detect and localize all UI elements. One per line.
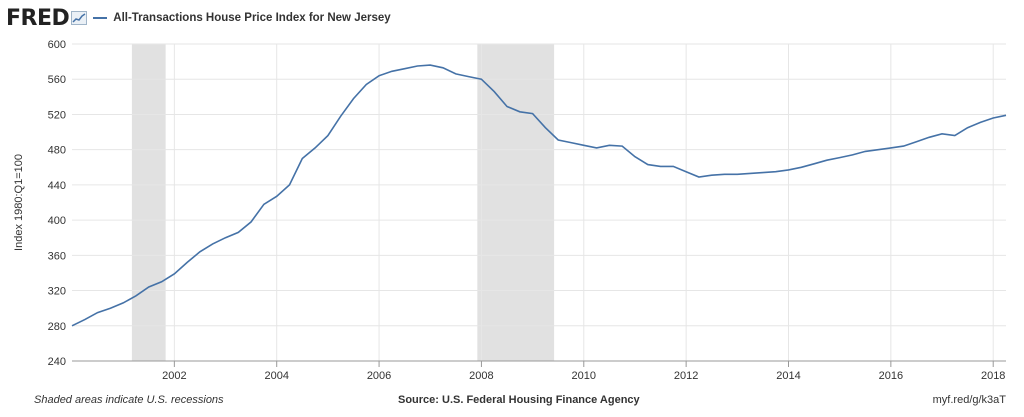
short-link[interactable]: myf.red/g/k3aT (932, 394, 1006, 406)
legend-line-swatch (93, 17, 108, 19)
fred-logo-text: FRED (6, 5, 70, 31)
y-tick-label: 320 (48, 286, 66, 298)
y-tick-label: 240 (48, 356, 66, 368)
y-tick-label: 480 (48, 145, 66, 157)
chart-header: FRED All-Transactions House Price Index … (0, 0, 1024, 36)
y-tick-label: 440 (48, 180, 66, 192)
recession-band (131, 44, 166, 361)
chart-footer: Shaded areas indicate U.S. recessions So… (0, 394, 1024, 410)
y-tick-label: 600 (48, 39, 66, 51)
x-tick-label: 2006 (367, 370, 391, 382)
y-axis-ticks: 240 280 320 360 400 440 480 520 560 600 (48, 39, 66, 368)
x-tick-label: 2002 (162, 370, 186, 382)
y-tick-label: 520 (48, 109, 66, 121)
fred-logo[interactable]: FRED (6, 5, 88, 31)
source-note: Source: U.S. Federal Housing Finance Age… (398, 394, 640, 406)
y-tick-label: 360 (48, 250, 66, 262)
recession-band (477, 44, 555, 361)
x-tick-label: 2012 (674, 370, 698, 382)
recession-note: Shaded areas indicate U.S. recessions (34, 394, 224, 406)
y-tick-label: 280 (48, 321, 66, 333)
x-tick-label: 2008 (469, 370, 493, 382)
x-tick-label: 2018 (981, 370, 1005, 382)
y-tick-label: 560 (48, 74, 66, 86)
x-axis-ticks: 2002 2004 2006 2008 2010 2012 2014 2016 2018 (162, 361, 1005, 382)
chart-legend: All-Transactions House Price Index for N… (93, 12, 391, 24)
x-tick-label: 2010 (572, 370, 596, 382)
x-tick-label: 2004 (264, 370, 288, 382)
x-tick-label: 2014 (776, 370, 800, 382)
recession-shading (131, 44, 555, 361)
y-axis-label: Index 1980:Q1=100 (13, 154, 25, 251)
y-tick-label: 400 (48, 215, 66, 227)
fred-logo-graph-icon (71, 11, 88, 25)
series-line[interactable] (71, 64, 1007, 327)
x-tick-label: 2016 (879, 370, 903, 382)
legend-series-label[interactable]: All-Transactions House Price Index for N… (113, 12, 391, 24)
